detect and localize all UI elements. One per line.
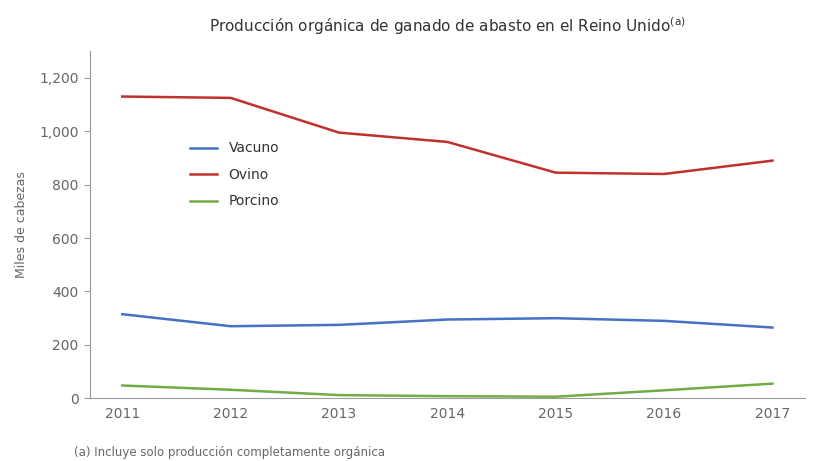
Porcino: [767, 381, 776, 386]
Ovino: [117, 94, 127, 99]
Ovino: [550, 170, 560, 176]
Ovino: [658, 171, 668, 177]
Ovino: [333, 130, 343, 136]
Ovino: [442, 139, 452, 145]
Vacuno: [767, 325, 776, 331]
Line: Porcino: Porcino: [122, 384, 771, 397]
Porcino: [117, 383, 127, 388]
Vacuno: [658, 318, 668, 324]
Vacuno: [333, 322, 343, 328]
Vacuno: [225, 324, 235, 329]
Ovino: [225, 95, 235, 100]
Legend: Vacuno, Ovino, Porcino: Vacuno, Ovino, Porcino: [189, 142, 278, 208]
Porcino: [333, 392, 343, 398]
Vacuno: [442, 317, 452, 322]
Vacuno: [550, 315, 560, 321]
Ovino: [767, 158, 776, 163]
Y-axis label: Miles de cabezas: Miles de cabezas: [15, 171, 28, 278]
Porcino: [442, 393, 452, 399]
Line: Vacuno: Vacuno: [122, 314, 771, 328]
Porcino: [550, 394, 560, 400]
Title: Producción orgánica de ganado de abasto en el Reino Unido$\mathregular{^{(a)}}$: Producción orgánica de ganado de abasto …: [209, 15, 685, 37]
Porcino: [225, 387, 235, 392]
Porcino: [658, 388, 668, 393]
Line: Ovino: Ovino: [122, 96, 771, 174]
Text: (a) Incluye solo producción completamente orgánica: (a) Incluye solo producción completament…: [74, 446, 384, 460]
Vacuno: [117, 312, 127, 317]
